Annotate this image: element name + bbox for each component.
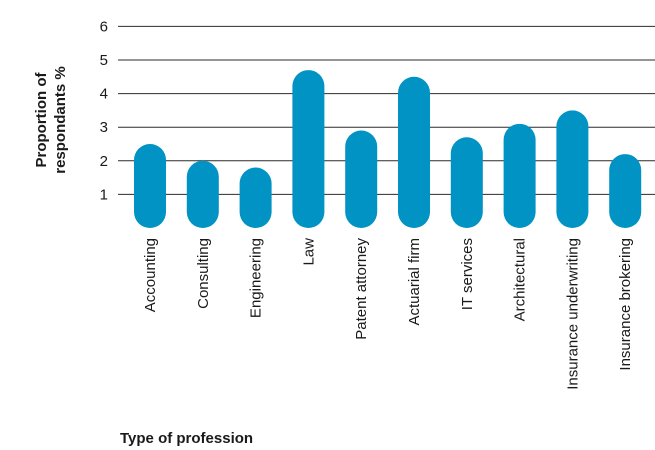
bar-consulting <box>186 160 219 228</box>
x-tick-label-law: Law <box>300 238 317 266</box>
bar-actuarial-firm <box>398 76 430 228</box>
bar-insurance-brokering <box>609 154 642 228</box>
bar-architectural <box>503 123 536 228</box>
x-tick-label-it-services: IT services <box>459 238 476 310</box>
bar-patent-attorney <box>345 130 378 228</box>
x-tick-label-actuarial-firm: Actuarial firm <box>406 238 423 326</box>
y-tick-label-3: 3 <box>100 119 108 136</box>
y-tick-label-6: 6 <box>100 18 108 35</box>
x-axis-title: Type of profession <box>120 430 254 447</box>
bar-it-services <box>450 137 483 228</box>
x-tick-label-patent-attorney: Patent attorney <box>353 238 370 340</box>
y-tick-label-1: 1 <box>100 186 108 203</box>
y-tick-label-2: 2 <box>100 153 108 170</box>
x-tick-label-engineering: Engineering <box>248 238 265 318</box>
bar-law <box>292 70 325 228</box>
y-tick-label-5: 5 <box>100 52 108 69</box>
x-tick-label-architectural: Architectural <box>512 238 529 321</box>
x-tick-label-insurance-underwriting: Insurance underwriting <box>564 238 581 390</box>
bar-insurance-underwriting <box>556 110 589 228</box>
bar-engineering <box>239 167 272 228</box>
bar-accounting <box>134 144 166 228</box>
x-tick-label-insurance-brokering: Insurance brokering <box>617 238 634 371</box>
y-tick-label-4: 4 <box>100 86 108 103</box>
x-tick-label-consulting: Consulting <box>195 238 212 309</box>
x-tick-label-accounting: Accounting <box>142 238 159 312</box>
